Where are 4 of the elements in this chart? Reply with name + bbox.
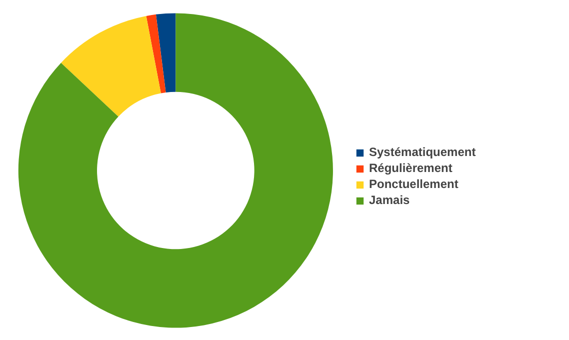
legend-label: Jamais	[369, 193, 410, 207]
legend-label: Systématiquement	[369, 145, 476, 159]
legend-label: Régulièrement	[369, 161, 452, 175]
legend-label: Ponctuellement	[369, 177, 458, 191]
